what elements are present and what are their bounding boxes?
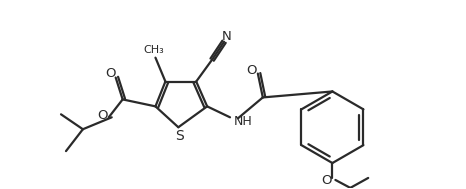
Text: CH₃: CH₃ [143,45,164,55]
Text: O: O [105,67,116,80]
Text: S: S [175,129,184,143]
Text: NH: NH [234,115,253,128]
Text: O: O [247,64,257,77]
Text: O: O [97,109,108,122]
Text: O: O [321,174,332,187]
Text: N: N [222,30,232,43]
